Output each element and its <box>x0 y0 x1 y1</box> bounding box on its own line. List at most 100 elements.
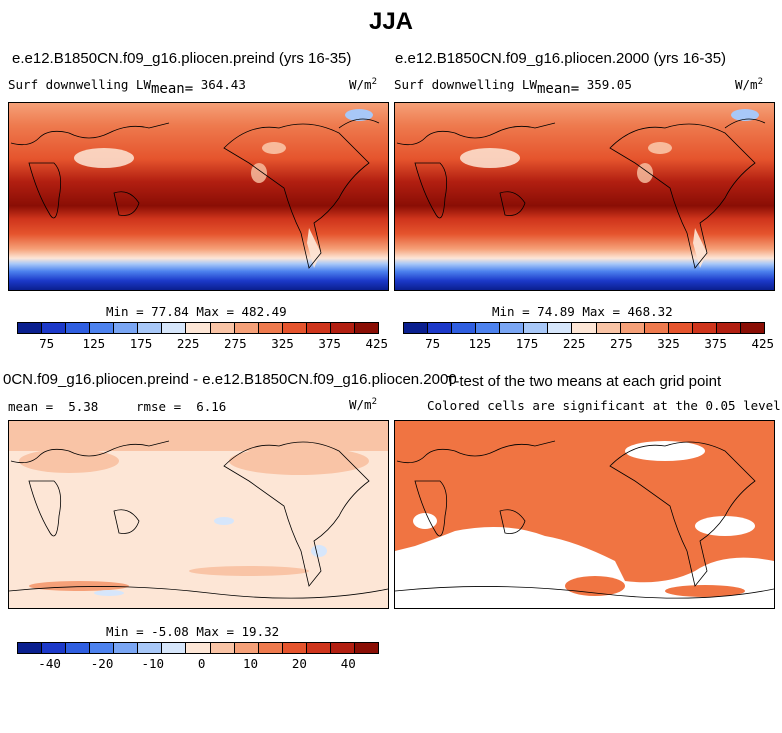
panel2-max: 468.32 <box>627 304 673 319</box>
colorbar-swatch <box>524 323 549 333</box>
panel1-min: 77.84 <box>151 304 189 319</box>
figure-title: JJA <box>368 8 414 35</box>
colorbar-tick-label: 175 <box>515 336 539 351</box>
panel1-variable: Surf downwelling LWmean= 364.43 <box>8 77 246 97</box>
panel3-max: 19.32 <box>241 624 280 639</box>
colorbar-tick-label: 75 <box>425 336 441 351</box>
colorbar-swatch <box>452 323 477 333</box>
colorbar-swatch <box>620 323 645 333</box>
colorbar-swatch <box>18 323 43 333</box>
colorbar-tick-label: 425 <box>751 336 775 351</box>
panel1-map <box>8 102 389 291</box>
colorbar-tick-label: -10 <box>141 656 165 671</box>
colorbar-swatch <box>354 643 378 653</box>
panel1-max: 482.49 <box>241 304 287 319</box>
colorbar-swatch <box>476 323 501 333</box>
panel4-note: Colored cells are significant at the 0.0… <box>427 398 781 413</box>
panel3-minmax: Min = -5.08 Max = 19.32 <box>106 624 280 639</box>
colorbar-swatch <box>234 643 259 653</box>
panel3-min: -5.08 <box>151 624 189 639</box>
panel1-units: W/m2 <box>349 77 377 93</box>
panel4-field <box>395 421 774 608</box>
panel3-units: W/m2 <box>349 397 377 413</box>
colorbar-swatch <box>692 323 717 333</box>
colorbar-tick-label: 125 <box>82 336 106 351</box>
panel2-title: e.e12.B1850CN.f09_g16.pliocen.2000 (yrs … <box>395 50 727 67</box>
colorbar-swatch <box>740 323 764 333</box>
panel3-map <box>8 420 389 609</box>
colorbar-swatch <box>66 643 91 653</box>
colorbar-swatch <box>596 323 621 333</box>
colorbar-swatch <box>306 323 331 333</box>
colorbar-tick-label: 375 <box>318 336 341 351</box>
colorbar-tick-label: -40 <box>38 656 61 671</box>
colorbar-swatch <box>668 323 693 333</box>
panel3-mean: 5.38 <box>68 399 99 414</box>
colorbar-swatch <box>90 323 115 333</box>
panel2-units: W/m2 <box>735 77 763 93</box>
colorbar-swatch <box>42 323 67 333</box>
colorbar-swatch <box>330 323 355 333</box>
colorbar-swatch <box>66 323 91 333</box>
panel2-map <box>394 102 775 291</box>
colorbar-tick-label: 20 <box>291 656 307 671</box>
colorbar-tick-label: 375 <box>704 336 727 351</box>
panel3-stats: mean = 5.38 rmse = 6.16 <box>8 399 227 414</box>
colorbar-swatch <box>138 643 163 653</box>
colorbar-swatch <box>572 323 597 333</box>
panel4-title: T-test of the two means at each grid poi… <box>446 373 722 390</box>
panel2-min: 74.89 <box>537 304 575 319</box>
colorbar-tick-label: 75 <box>39 336 55 351</box>
colorbar-swatch <box>354 323 378 333</box>
colorbar-swatch <box>282 643 307 653</box>
colorbar-tick-label: 325 <box>657 336 680 351</box>
panel2-field <box>395 103 774 290</box>
colorbar-swatch <box>306 643 331 653</box>
panel2-minmax: Min = 74.89 Max = 468.32 <box>492 304 673 319</box>
colorbar-swatch <box>114 323 139 333</box>
colorbar-swatch <box>330 643 355 653</box>
panel2-colorbar <box>403 322 765 334</box>
colorbar-tick-label: -20 <box>90 656 114 671</box>
colorbar-swatch <box>716 323 741 333</box>
panel1-field <box>9 103 388 290</box>
colorbar-tick-label: 175 <box>129 336 153 351</box>
colorbar-swatch <box>186 323 211 333</box>
panel2-variable: Surf downwelling LWmean= 359.05 <box>394 77 632 97</box>
colorbar-swatch <box>186 643 211 653</box>
colorbar-swatch <box>90 643 115 653</box>
colorbar-tick-label: 125 <box>468 336 492 351</box>
panel3-colorbar <box>17 642 379 654</box>
colorbar-swatch <box>138 323 163 333</box>
colorbar-swatch <box>428 323 453 333</box>
colorbar-swatch <box>500 323 525 333</box>
colorbar-swatch <box>258 643 283 653</box>
colorbar-tick-label: 275 <box>224 336 247 351</box>
colorbar-tick-label: 10 <box>242 656 259 671</box>
panel3-title: 0CN.f09_g16.pliocen.preind - e.e12.B1850… <box>3 371 457 388</box>
colorbar-swatch <box>258 323 283 333</box>
panel1-minmax: Min = 77.84 Max = 482.49 <box>106 304 287 319</box>
panel1-title: e.e12.B1850CN.f09_g16.pliocen.preind (yr… <box>12 50 352 67</box>
colorbar-swatch <box>210 323 235 333</box>
colorbar-swatch <box>210 643 235 653</box>
colorbar-swatch <box>18 643 43 653</box>
colorbar-swatch <box>404 323 429 333</box>
colorbar-tick-label: 40 <box>340 656 356 671</box>
panel3-title-clip: 0CN.f09_g16.pliocen.preind - e.e12.B1850… <box>0 371 475 391</box>
colorbar-tick-label: 325 <box>271 336 294 351</box>
panel4-map <box>394 420 775 609</box>
colorbar-swatch <box>42 643 67 653</box>
panel3-rmse: 6.16 <box>196 399 227 414</box>
colorbar-tick-label: 225 <box>562 336 586 351</box>
panel1-colorbar <box>17 322 379 334</box>
colorbar-swatch <box>282 323 307 333</box>
panel3-field <box>9 421 388 608</box>
colorbar-swatch <box>114 643 139 653</box>
colorbar-swatch <box>162 323 187 333</box>
colorbar-swatch <box>548 323 573 333</box>
colorbar-tick-label: 0 <box>197 656 206 671</box>
colorbar-swatch <box>162 643 187 653</box>
colorbar-tick-label: 225 <box>176 336 200 351</box>
colorbar-swatch <box>644 323 669 333</box>
